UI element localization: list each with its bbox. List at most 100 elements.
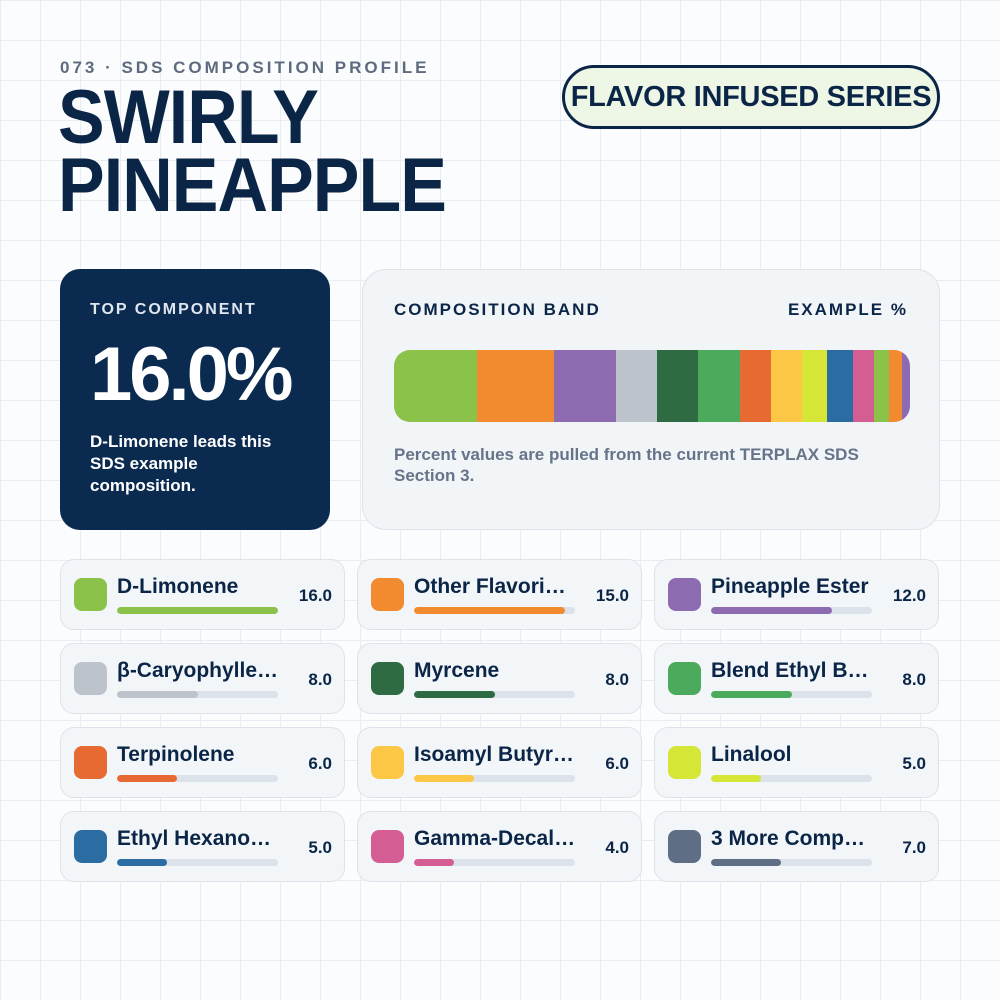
component-swatch [668, 830, 701, 863]
title-line-2: PINEAPPLE [58, 143, 447, 228]
series-badge: FLAVOR INFUSED SERIES [562, 65, 940, 129]
component-name: Other Flavoring Agents [414, 575, 576, 598]
component-card: Myrcene 8.0 [357, 643, 642, 714]
band-segment-4 [615, 350, 658, 422]
component-bar-track [414, 607, 575, 614]
top-component-value: 16.0% [90, 332, 294, 417]
component-bar [117, 607, 278, 614]
component-card: Ethyl Hexanoate 5.0 [60, 811, 345, 882]
component-value: 6.0 [605, 754, 629, 773]
component-name: Gamma-Decalactone [414, 827, 576, 850]
component-value: 12.0 [892, 586, 926, 605]
component-bar [414, 691, 495, 698]
band-header: COMPOSITION BAND EXAMPLE % [394, 300, 908, 320]
component-bar [117, 775, 178, 782]
band-segment-11 [853, 350, 874, 422]
band-segment-1 [394, 350, 477, 422]
component-swatch [668, 662, 701, 695]
component-bar [414, 859, 455, 866]
band-segment-7 [739, 350, 771, 422]
component-bar-track [711, 859, 872, 866]
component-card: Blend Ethyl Butyrate 8.0 [654, 643, 939, 714]
band-segment-13 [889, 350, 903, 422]
component-card: Pineapple Ester 12.0 [654, 559, 939, 630]
band-segment-2 [476, 350, 554, 422]
top-component-label: TOP COMPONENT [90, 301, 257, 318]
component-value: 16.0 [298, 586, 332, 605]
component-swatch [668, 578, 701, 611]
component-card: 3 More Components 7.0 [654, 811, 939, 882]
component-name: Linalool [711, 743, 792, 766]
band-note: Percent values are pulled from the curre… [394, 445, 859, 485]
component-bar-track [117, 607, 278, 614]
component-bar-track [711, 691, 872, 698]
composition-band-card: COMPOSITION BAND EXAMPLE % Percent value… [362, 269, 940, 530]
component-bar-track [117, 859, 278, 866]
component-value: 7.0 [902, 838, 926, 857]
component-swatch [371, 578, 404, 611]
component-swatch [74, 578, 107, 611]
component-bar-track [414, 775, 575, 782]
component-name: Blend Ethyl Butyrate [711, 659, 873, 682]
band-segment-12 [873, 350, 890, 422]
component-card: Terpinolene 6.0 [60, 727, 345, 798]
band-segment-5 [657, 350, 699, 422]
component-value: 5.0 [902, 754, 926, 773]
title-line-1: SWIRLY [58, 75, 319, 160]
top-component-card: TOP COMPONENT 16.0% D-Limonene leads thi… [60, 269, 330, 530]
band-segment-3 [553, 350, 616, 422]
component-bar-track [414, 691, 575, 698]
component-name: Myrcene [414, 659, 500, 682]
component-bar [414, 607, 565, 614]
band-example-label: EXAMPLE % [787, 300, 908, 319]
component-card: D-Limonene 16.0 [60, 559, 345, 630]
component-card: Isoamyl Butyrate 6.0 [357, 727, 642, 798]
component-name: 3 More Components [711, 827, 873, 850]
band-title: COMPOSITION BAND [394, 300, 601, 319]
component-bar [711, 859, 782, 866]
component-name: Ethyl Hexanoate [117, 827, 279, 850]
component-name: Pineapple Ester [711, 575, 869, 598]
component-value: 4.0 [605, 838, 629, 857]
component-swatch [74, 830, 107, 863]
component-card: Other Flavoring Agents 15.0 [357, 559, 642, 630]
profile-eyebrow: 073 · SDS COMPOSITION PROFILE [60, 58, 430, 77]
component-bar-track [117, 691, 278, 698]
component-bar [711, 775, 762, 782]
band-segment-10 [827, 350, 854, 422]
component-value: 6.0 [308, 754, 332, 773]
component-swatch [371, 830, 404, 863]
page-title: SWIRLY PINEAPPLE [58, 75, 447, 228]
component-value: 15.0 [595, 586, 629, 605]
component-swatch [74, 662, 107, 695]
component-card: Linalool 5.0 [654, 727, 939, 798]
component-name: Isoamyl Butyrate [414, 743, 576, 766]
band-segment-9 [801, 350, 828, 422]
component-bar [414, 775, 475, 782]
component-value: 8.0 [308, 670, 332, 689]
component-card: Gamma-Decalactone 4.0 [357, 811, 642, 882]
component-bar-track [711, 607, 872, 614]
component-bar [117, 859, 168, 866]
component-value: 8.0 [902, 670, 926, 689]
top-component-description: D-Limonene leads this SDS example compos… [90, 432, 272, 495]
band-segment-6 [698, 350, 740, 422]
component-bar-track [711, 775, 872, 782]
composition-band [394, 350, 910, 422]
component-swatch [668, 746, 701, 779]
component-swatch [74, 746, 107, 779]
component-bar [711, 607, 832, 614]
component-value: 5.0 [308, 838, 332, 857]
component-bar-track [414, 859, 575, 866]
component-name: Terpinolene [117, 743, 235, 766]
component-name: D-Limonene [117, 575, 239, 598]
component-bar [117, 691, 198, 698]
component-bar-track [117, 775, 278, 782]
component-swatch [371, 662, 404, 695]
component-bar [711, 691, 792, 698]
component-value: 8.0 [605, 670, 629, 689]
component-swatch [371, 746, 404, 779]
component-grid: D-Limonene 16.0 Other Flavoring Agents 15.0… [60, 559, 940, 882]
component-card: β-Caryophyllene 8.0 [60, 643, 345, 714]
band-segment-8 [770, 350, 802, 422]
